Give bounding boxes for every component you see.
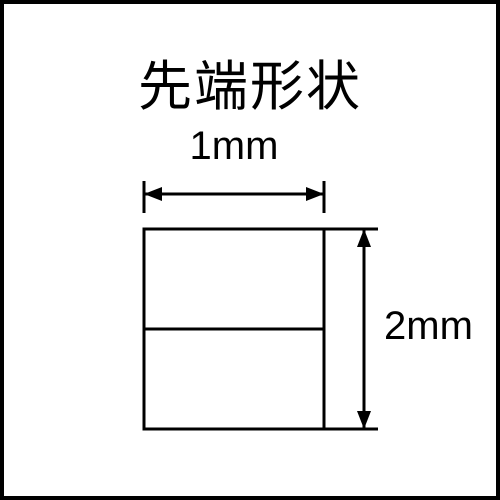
diagram-frame: 先端形状 1mm 2mm <box>0 0 500 500</box>
dimension-diagram <box>4 4 500 500</box>
